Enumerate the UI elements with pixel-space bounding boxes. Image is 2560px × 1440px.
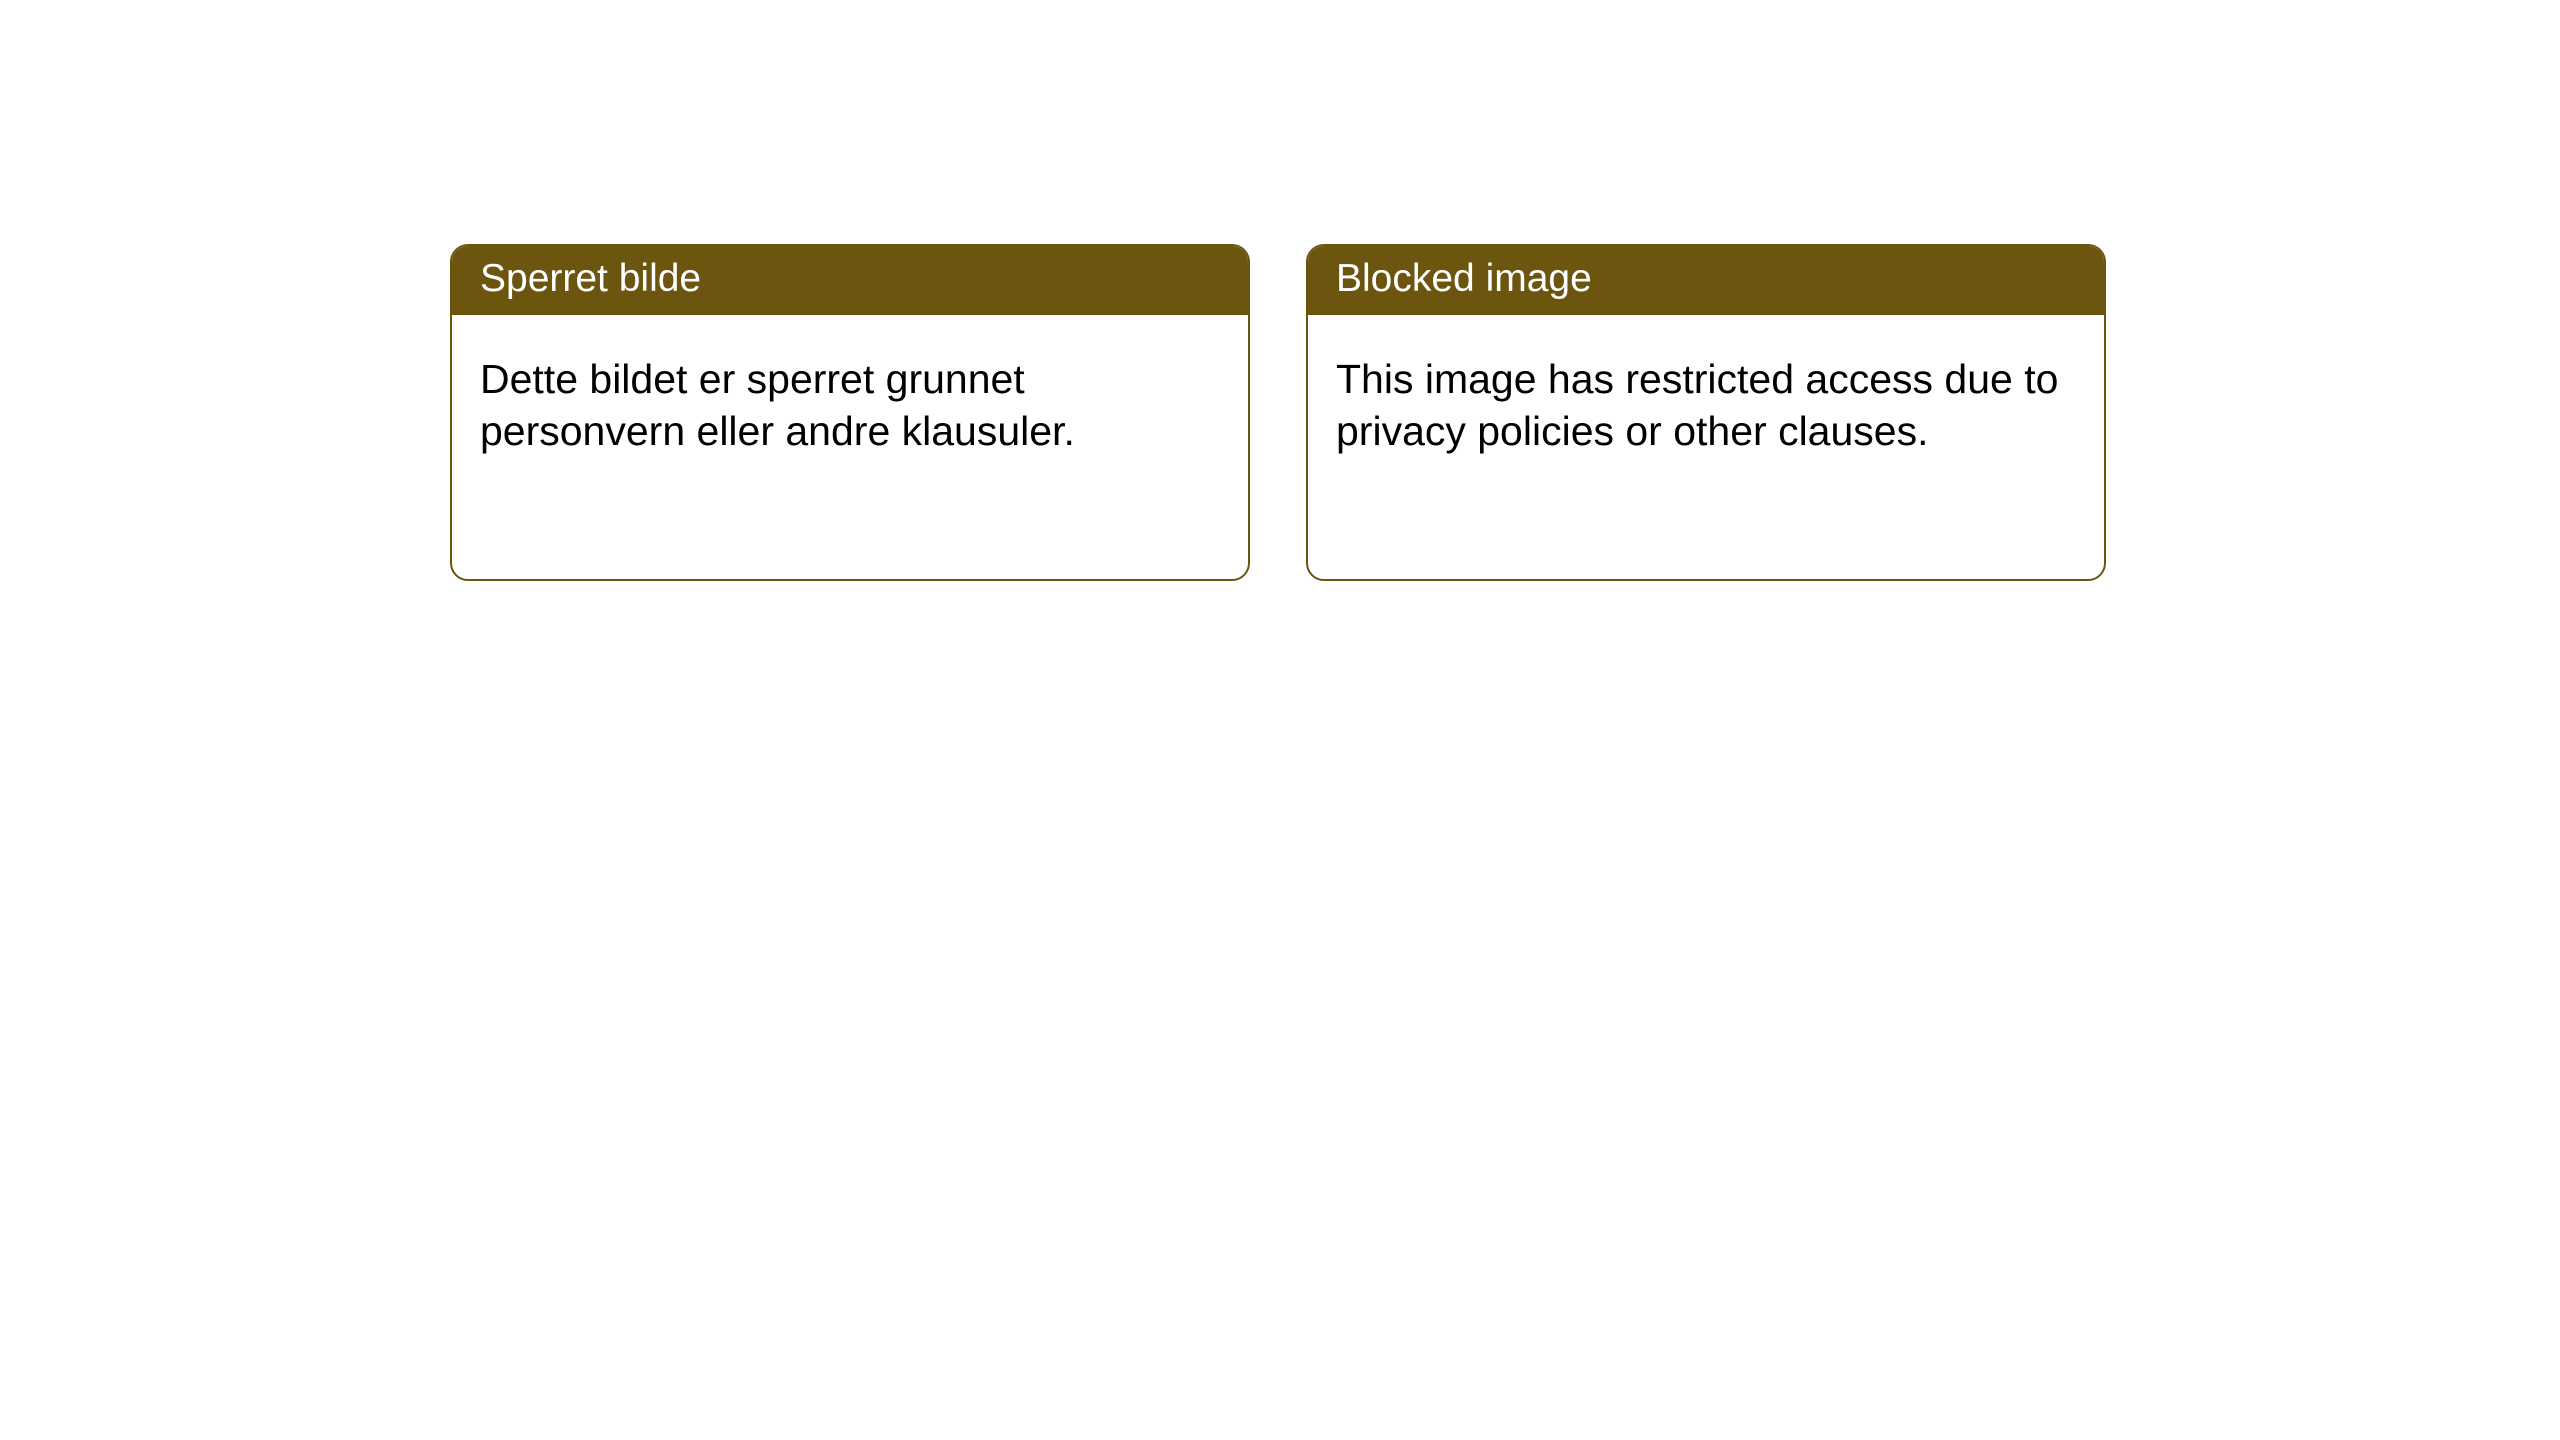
notice-box-english: Blocked image This image has restricted … [1306, 244, 2106, 581]
notice-header: Blocked image [1308, 246, 2104, 315]
notice-body: This image has restricted access due to … [1308, 315, 2104, 485]
notice-body: Dette bildet er sperret grunnet personve… [452, 315, 1248, 485]
notice-header: Sperret bilde [452, 246, 1248, 315]
notices-container: Sperret bilde Dette bildet er sperret gr… [0, 0, 2560, 581]
notice-box-norwegian: Sperret bilde Dette bildet er sperret gr… [450, 244, 1250, 581]
